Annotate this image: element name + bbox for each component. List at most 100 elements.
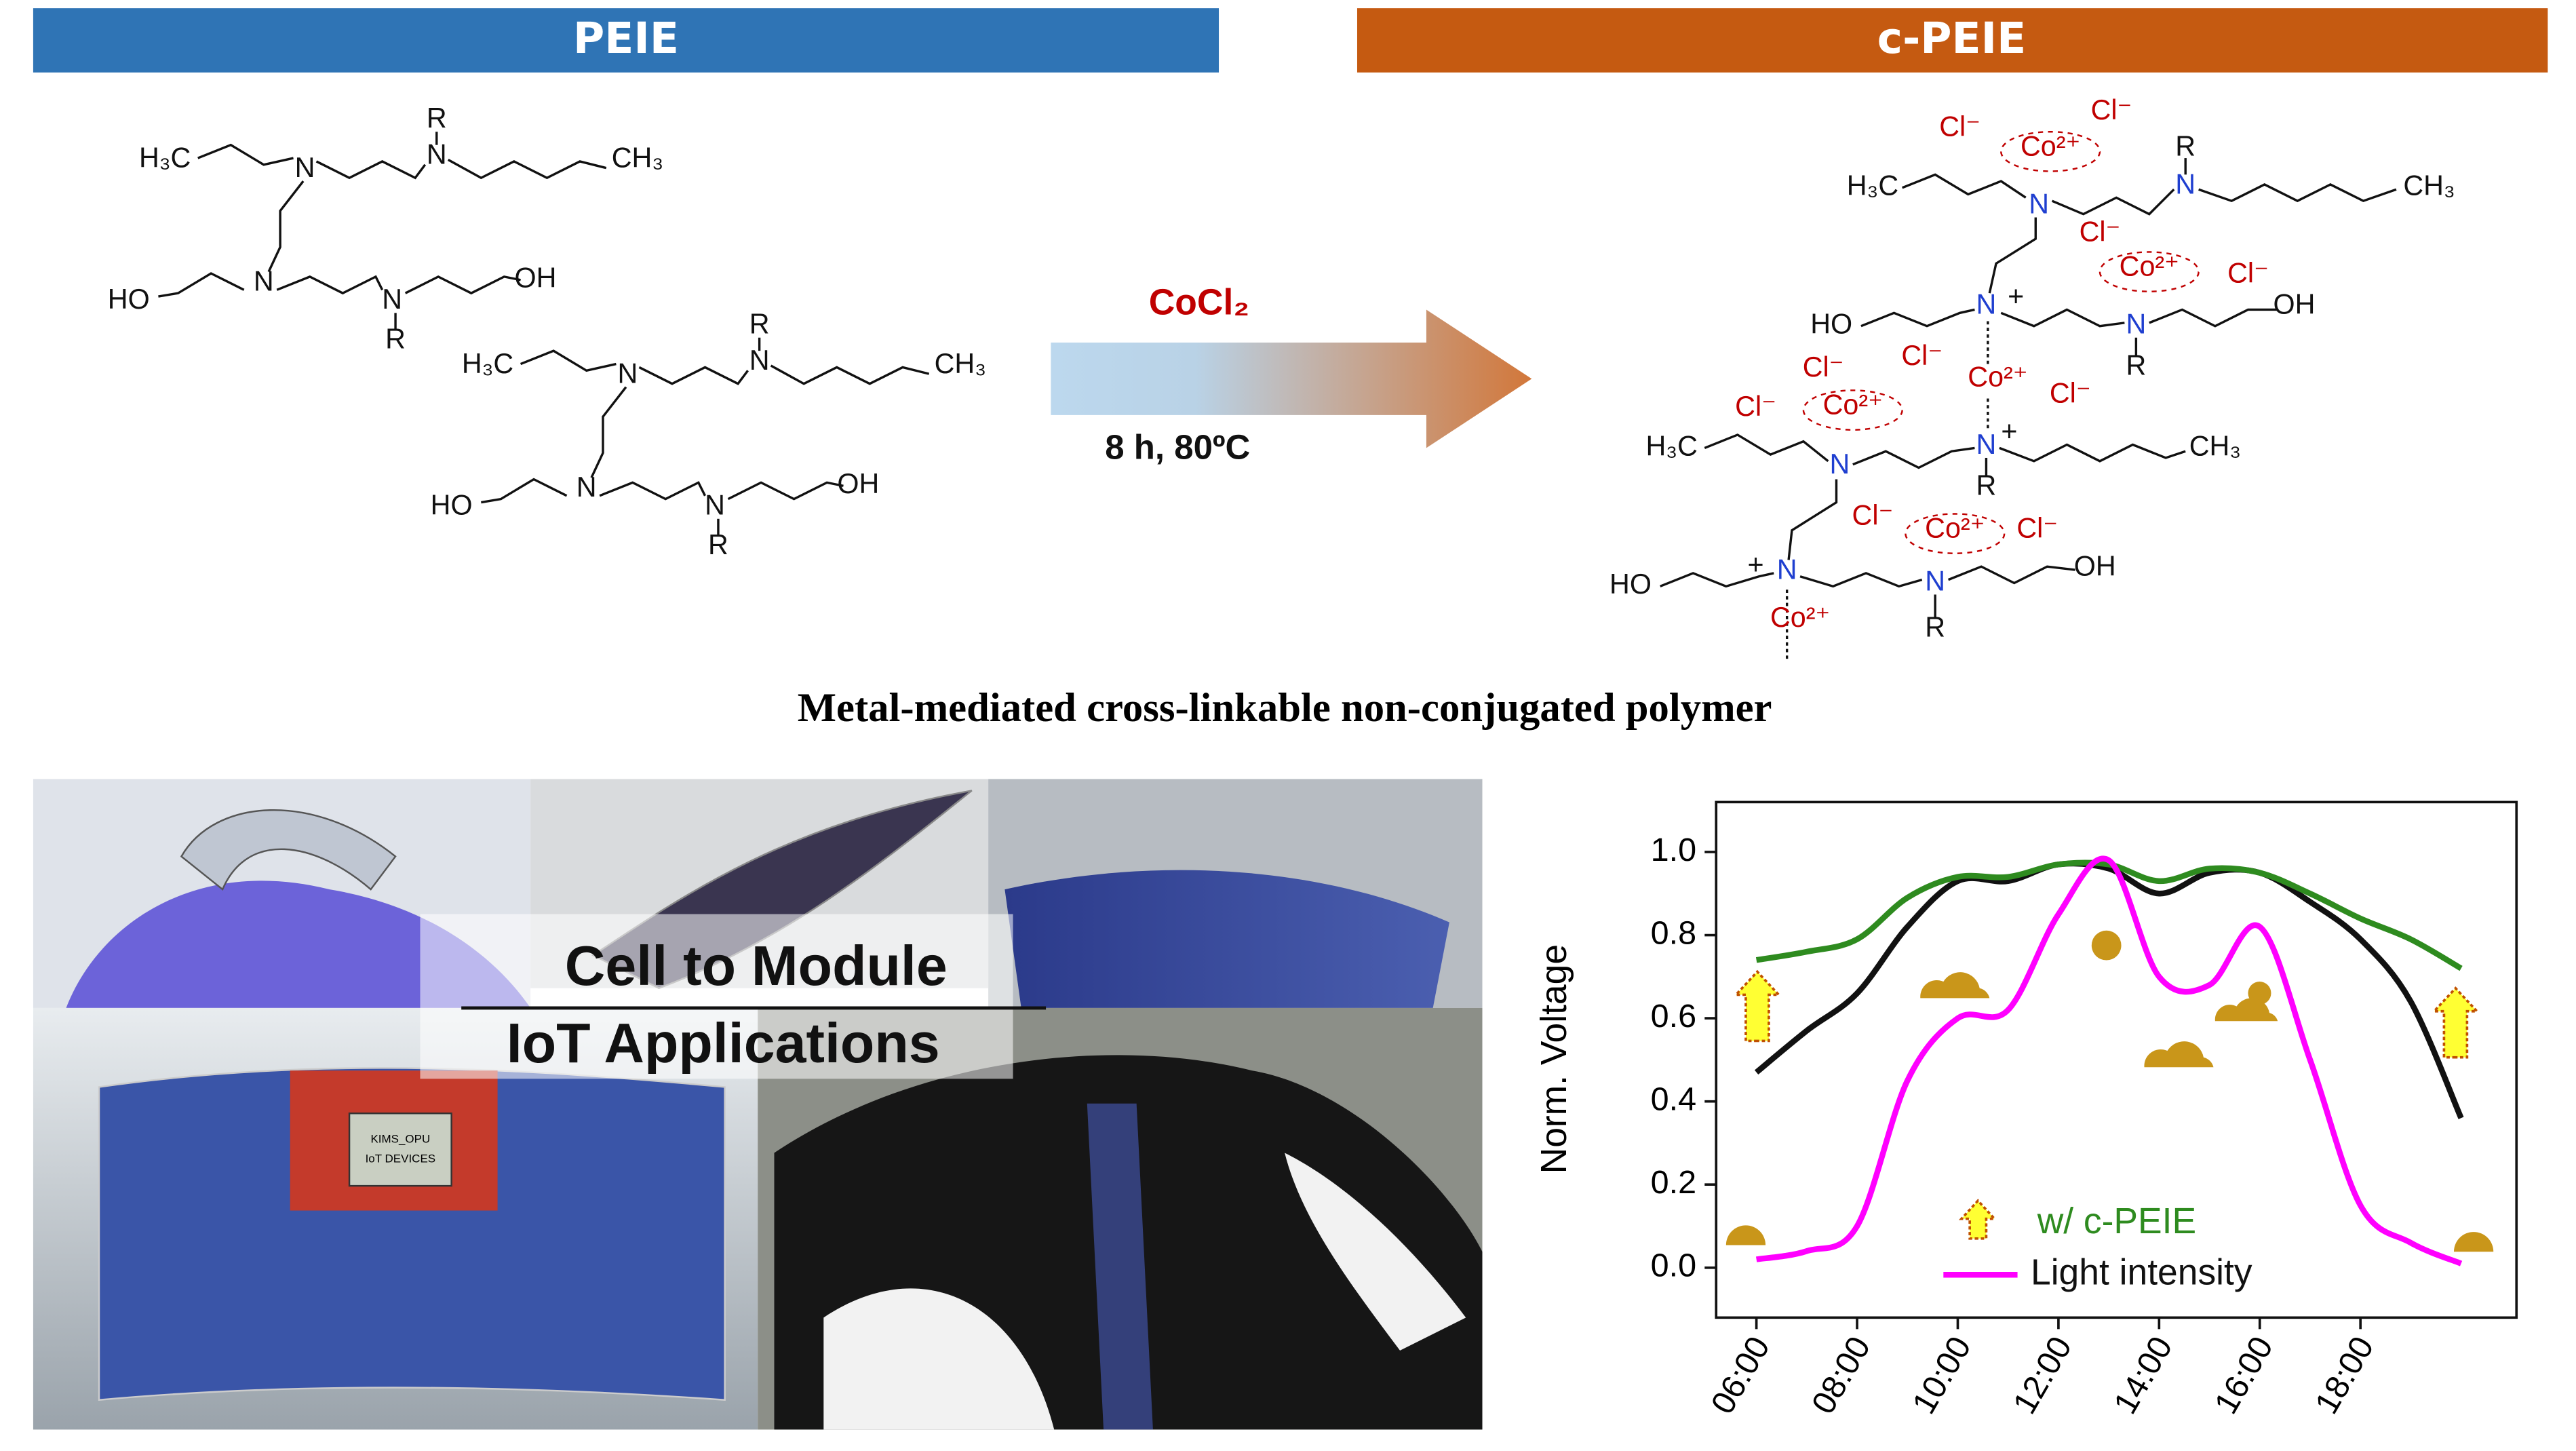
bond bbox=[276, 275, 384, 295]
peie-title: PEIE bbox=[573, 13, 679, 63]
atom-label: CH₃ bbox=[935, 348, 986, 379]
atom-label: OH bbox=[2273, 288, 2316, 320]
bond bbox=[1947, 565, 2075, 585]
atom-label: N bbox=[1976, 429, 1997, 460]
atom-label: N bbox=[427, 139, 447, 170]
bond bbox=[770, 364, 930, 385]
bond bbox=[2051, 189, 2175, 216]
bond bbox=[1901, 173, 2027, 199]
atom-label: H₃C bbox=[1847, 170, 1898, 201]
plot-frame bbox=[1715, 800, 2518, 1319]
atom-label: Cl⁻ bbox=[1901, 340, 1943, 371]
atom-label: + bbox=[1747, 549, 1763, 580]
atom-label: OH bbox=[837, 468, 879, 499]
weather-icons bbox=[1725, 930, 2494, 1252]
atom-label: Cl⁻ bbox=[2227, 257, 2269, 288]
screen-text: KIMS_OPU bbox=[370, 1133, 430, 1146]
atom-label: HO bbox=[431, 490, 473, 521]
atom-label: R bbox=[1976, 470, 1997, 501]
y-tick-label: 0.8 bbox=[1651, 914, 1696, 951]
atom-label: OH bbox=[514, 263, 556, 294]
bond bbox=[404, 275, 521, 295]
title-box bbox=[420, 914, 1013, 1079]
c-peie-title: c-PEIE bbox=[1877, 13, 2027, 63]
bond bbox=[481, 478, 568, 504]
atom-label: N bbox=[2126, 309, 2146, 340]
atom-label: Co²⁺ bbox=[1770, 602, 1830, 633]
atom-label: Co²⁺ bbox=[2021, 130, 2080, 161]
bond bbox=[158, 272, 245, 298]
screen-text: IoT DEVICES bbox=[366, 1153, 436, 1165]
atom-label: R bbox=[2126, 349, 2146, 381]
atom-label: HO bbox=[108, 284, 150, 315]
atom-label: R bbox=[385, 323, 406, 354]
bond bbox=[1852, 446, 1975, 469]
coordination-ring bbox=[1905, 513, 2006, 554]
atom-label: H₃C bbox=[139, 142, 191, 173]
cow-patch bbox=[823, 1153, 1466, 1430]
atom-label: H₃C bbox=[1646, 430, 1698, 461]
atom-label: N bbox=[254, 266, 274, 297]
iot-screen bbox=[348, 1113, 452, 1187]
atom-label: Cl⁻ bbox=[2091, 94, 2132, 125]
bond bbox=[2149, 308, 2278, 328]
atom-label: CH₃ bbox=[2189, 430, 2241, 461]
reagent: CoCl₂ bbox=[1149, 282, 1249, 322]
bond bbox=[1860, 308, 1975, 328]
cloud-icon bbox=[1920, 972, 1990, 999]
atom-label: Cl⁻ bbox=[1852, 499, 1894, 530]
atom-label: N bbox=[382, 284, 402, 315]
bond bbox=[1704, 433, 1829, 463]
atom-label: OH bbox=[2074, 551, 2116, 582]
bond bbox=[1799, 572, 1923, 588]
atom-label: N bbox=[1829, 448, 1850, 480]
peie-banner bbox=[33, 8, 1219, 73]
atom-label: HO bbox=[1810, 309, 1852, 340]
atom-label: CH₃ bbox=[612, 142, 663, 173]
bond bbox=[2000, 308, 2125, 328]
bond bbox=[1787, 479, 1838, 560]
atom-label: Co²⁺ bbox=[1968, 361, 2027, 392]
atom-label: R bbox=[708, 529, 728, 560]
bond bbox=[315, 160, 427, 180]
c-peie-banner bbox=[1357, 8, 2548, 73]
atom-label: Cl⁻ bbox=[1735, 391, 1776, 422]
atom-label: N bbox=[1976, 288, 1997, 320]
atom-label: N bbox=[577, 471, 597, 503]
atom-label: R bbox=[1925, 611, 1945, 642]
arrows bbox=[1733, 969, 2480, 1240]
coordination-ring bbox=[2099, 251, 2200, 292]
flexible-module bbox=[98, 1067, 726, 1401]
coordination-ring bbox=[1802, 389, 1903, 431]
photo-title: Cell to Module bbox=[565, 935, 948, 997]
bond bbox=[447, 159, 607, 180]
y-axis-label: Norm. Voltage bbox=[1534, 944, 1574, 1174]
legend-label: Light intensity bbox=[2031, 1252, 2252, 1292]
legend-arrow bbox=[1958, 1199, 1997, 1240]
series-line bbox=[1754, 860, 2464, 1119]
collar-module bbox=[1087, 1103, 1153, 1430]
y-tick-label: 1.0 bbox=[1651, 832, 1696, 868]
series-line bbox=[1755, 859, 2463, 971]
conditions: 8 h, 80ºC bbox=[1105, 427, 1250, 466]
bond bbox=[197, 143, 294, 166]
reaction-arrow bbox=[1051, 309, 1532, 448]
bond bbox=[727, 481, 844, 501]
bond bbox=[520, 349, 617, 372]
atom-label: Co²⁺ bbox=[2120, 251, 2179, 282]
atom-label: H₃C bbox=[462, 348, 513, 379]
y-tick-label: 0.0 bbox=[1651, 1247, 1696, 1284]
atom-label: N bbox=[2175, 168, 2196, 199]
y-tick-label: 0.6 bbox=[1651, 998, 1696, 1034]
atom-label: R bbox=[749, 309, 770, 340]
cloud-icon bbox=[2214, 998, 2278, 1022]
solar-module bbox=[1004, 870, 1449, 1008]
atom-label: N bbox=[1777, 554, 1797, 585]
atom-label: N bbox=[1925, 565, 1945, 596]
bond bbox=[1988, 217, 2037, 294]
atom-label: Co²⁺ bbox=[1925, 513, 1985, 544]
bond bbox=[1999, 443, 2186, 463]
bond bbox=[590, 386, 627, 478]
